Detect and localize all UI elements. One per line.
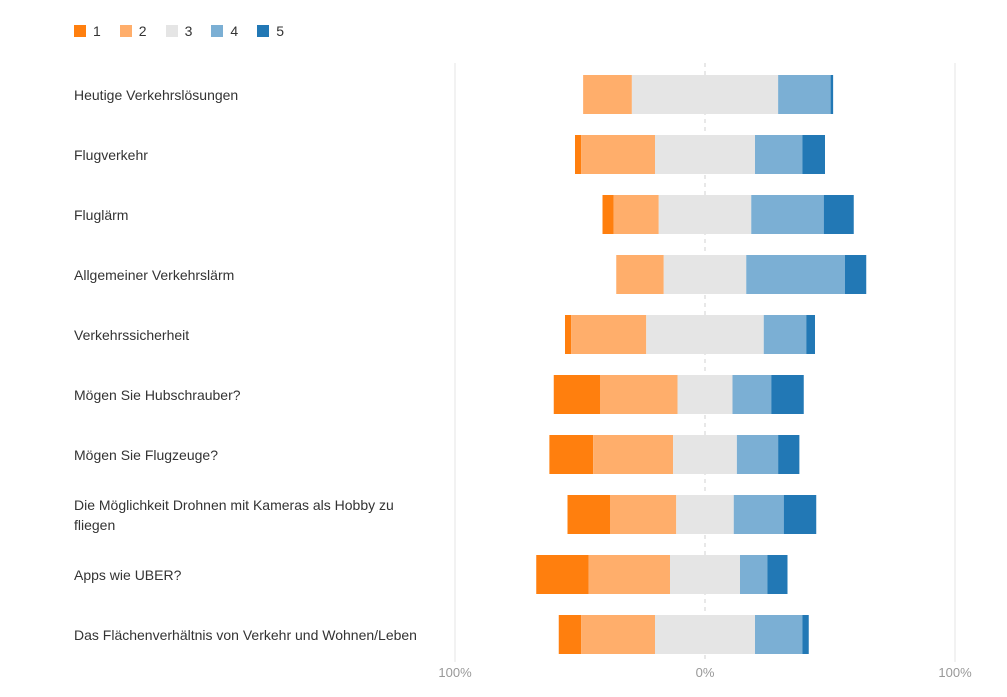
x-tick-label: 100% xyxy=(438,665,472,680)
bar-segment-2[interactable] xyxy=(581,615,655,654)
category-label: Flugverkehr xyxy=(74,146,148,163)
legend-label: 5 xyxy=(276,23,284,39)
x-tick-label: 100% xyxy=(938,665,972,680)
legend-item-1[interactable]: 1 xyxy=(74,23,101,39)
bar-segment-1[interactable] xyxy=(549,435,594,474)
bar-segment-4[interactable] xyxy=(755,615,803,654)
legend-item-3[interactable]: 3 xyxy=(165,23,193,39)
bar-segment-2[interactable] xyxy=(583,75,632,114)
legend-swatch xyxy=(211,25,224,37)
bar-segment-3[interactable] xyxy=(676,495,734,534)
legend-swatch xyxy=(74,25,86,37)
legend-label: 1 xyxy=(93,23,101,39)
bar-segment-1[interactable] xyxy=(565,315,572,354)
legend-swatch xyxy=(257,25,270,37)
bar-segment-1[interactable] xyxy=(567,495,611,534)
bar-segment-1[interactable] xyxy=(553,375,600,414)
bar-segment-3[interactable] xyxy=(673,435,737,474)
bar-segment-5[interactable] xyxy=(806,315,815,354)
bar-segment-4[interactable] xyxy=(778,75,831,114)
bar-segment-3[interactable] xyxy=(655,615,755,654)
bar-segment-2[interactable] xyxy=(613,195,659,234)
bar-segment-5[interactable] xyxy=(823,195,854,234)
bar-segment-3[interactable] xyxy=(631,75,779,114)
bar-segment-2[interactable] xyxy=(610,495,677,534)
category-label: Mögen Sie Hubschrauber? xyxy=(74,386,241,403)
x-tick-label: 0% xyxy=(696,665,715,680)
bar-segment-5[interactable] xyxy=(778,435,800,474)
bar-segment-3[interactable] xyxy=(658,195,752,234)
bar-segment-4[interactable] xyxy=(746,255,845,294)
bar-segment-1[interactable] xyxy=(536,555,589,594)
legend-swatch xyxy=(119,25,132,37)
bar-segment-4[interactable] xyxy=(733,495,784,534)
bar-segment-2[interactable] xyxy=(581,135,655,174)
bar-segment-4[interactable] xyxy=(763,315,807,354)
bar-segment-4[interactable] xyxy=(732,375,772,414)
category-label: Die Möglichkeit Drohnen mit Kameras als … xyxy=(74,496,394,533)
bar-segment-3[interactable] xyxy=(646,315,764,354)
bar-segment-3[interactable] xyxy=(655,135,755,174)
category-label: Das Flächenverhältnis von Verkehr und Wo… xyxy=(74,626,417,643)
legend-item-5[interactable]: 5 xyxy=(257,23,284,39)
bar-segment-2[interactable] xyxy=(593,435,674,474)
bar-segment-5[interactable] xyxy=(845,255,867,294)
bar-segment-3[interactable] xyxy=(670,555,740,594)
bar-segment-2[interactable] xyxy=(616,255,664,294)
bar-segment-2[interactable] xyxy=(571,315,647,354)
category-label: Mögen Sie Flugzeuge? xyxy=(74,446,218,463)
bar-segment-3[interactable] xyxy=(677,375,733,414)
bar-segment-4[interactable] xyxy=(751,195,824,234)
legend-label: 2 xyxy=(138,23,147,39)
bar-segment-1[interactable] xyxy=(558,615,582,654)
bar-segment-5[interactable] xyxy=(802,135,826,174)
category-label: Fluglärm xyxy=(74,206,129,223)
bar-segment-4[interactable] xyxy=(740,555,768,594)
bar-segment-1[interactable] xyxy=(602,195,614,234)
bar-segment-5[interactable] xyxy=(767,555,788,594)
category-label: Allgemeiner Verkehrslärm xyxy=(74,266,235,283)
bar-segment-2[interactable] xyxy=(588,555,670,594)
bar-segment-1[interactable] xyxy=(575,135,582,174)
bar-segment-5[interactable] xyxy=(783,495,817,534)
category-label: Heutige Verkehrslösungen xyxy=(74,86,239,103)
category-label: Verkehrssicherheit xyxy=(74,326,190,343)
bar-segment-4[interactable] xyxy=(755,135,803,174)
legend-item-4[interactable]: 4 xyxy=(211,23,238,39)
legend: 1 2 3 4 5 xyxy=(74,21,303,41)
bar-segment-3[interactable] xyxy=(663,255,747,294)
category-label: Apps wie UBER? xyxy=(74,566,182,583)
legend-label: 3 xyxy=(184,23,193,39)
bar-segment-5[interactable] xyxy=(771,375,804,414)
legend-label: 4 xyxy=(230,23,239,39)
legend-swatch xyxy=(165,25,178,37)
bar-segment-2[interactable] xyxy=(600,375,678,414)
bar-segment-4[interactable] xyxy=(736,435,779,474)
legend-item-2[interactable]: 2 xyxy=(119,23,147,39)
bar-segment-5[interactable] xyxy=(802,615,809,654)
bar-segment-5[interactable] xyxy=(830,75,834,114)
